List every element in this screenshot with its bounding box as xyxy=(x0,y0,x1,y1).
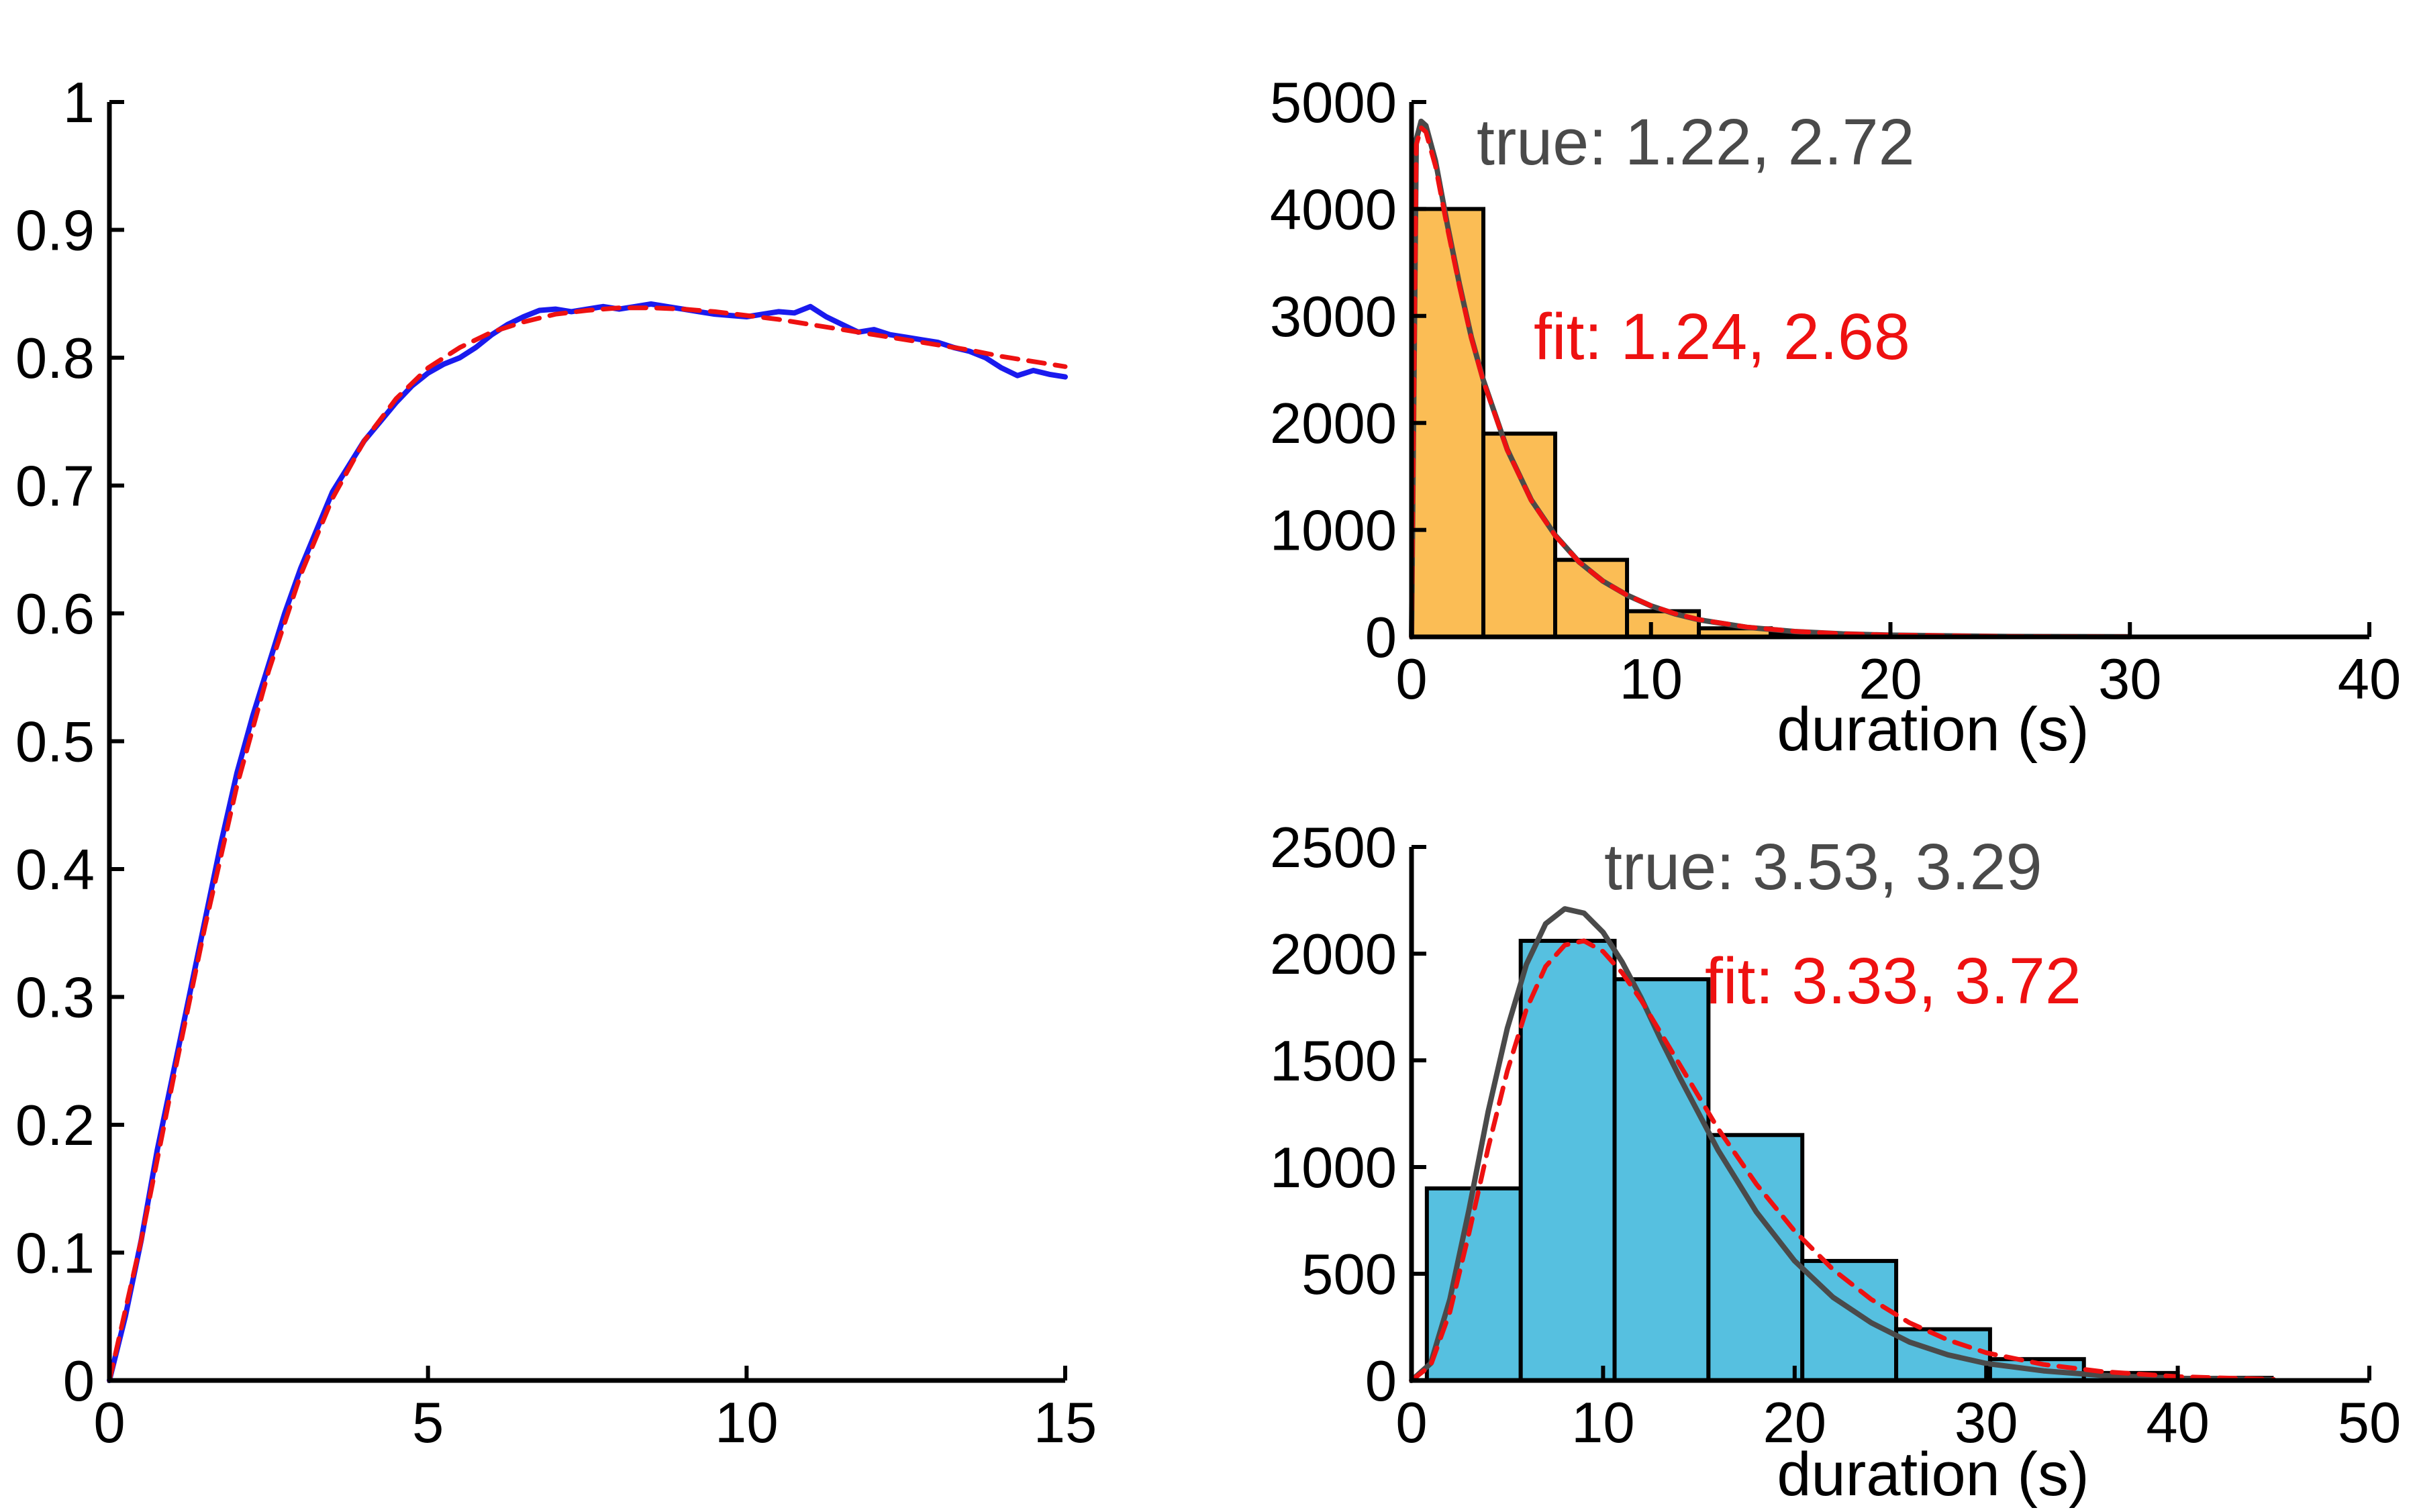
top-right-y-tick-label-5: 5000 xyxy=(1270,71,1397,135)
top-right-x-tick-label-0: 0 xyxy=(1395,648,1427,711)
left-y-tick-label-1: 0.1 xyxy=(15,1222,95,1286)
bottom-right-x-ticks: 0 10 20 30 40 50 xyxy=(1395,1366,2401,1455)
top-right-x-ticks: 0 10 20 30 40 xyxy=(1395,622,2401,711)
left-y-tick-label-10: 1 xyxy=(63,71,95,135)
bottom-right-bar-3 xyxy=(1706,1133,1805,1383)
left-y-ticks: 0 0.1 0.2 0.3 0.4 0.5 0.6 0.7 0.8 0.9 1 xyxy=(15,71,124,1413)
bottom-right-x-tick-label-1: 10 xyxy=(1571,1391,1635,1455)
left-y-tick-label-2: 0.2 xyxy=(15,1094,95,1158)
left-x-tick-label-1: 5 xyxy=(412,1391,444,1455)
left-y-tick-label-5: 0.5 xyxy=(15,711,95,774)
top-right-fit-annotation: fit: 1.24, 2.68 xyxy=(1534,300,1910,373)
top-right-x-tick-label-4: 40 xyxy=(2338,648,2402,711)
top-right-true-annotation: true: 1.22, 2.72 xyxy=(1477,105,1915,179)
left-x-tick-label-3: 15 xyxy=(1034,1391,1097,1455)
top-right-y-tick-label-2: 2000 xyxy=(1270,392,1397,456)
left-y-tick-label-7: 0.7 xyxy=(15,455,95,519)
left-x-tick-label-2: 10 xyxy=(715,1391,779,1455)
left-x-tick-label-0: 0 xyxy=(93,1391,125,1455)
top-right-x-tick-label-1: 10 xyxy=(1619,648,1683,711)
bottom-right-curve-1-dashed xyxy=(1409,938,2276,1383)
bottom-right-y-ticks: 0 500 1000 1500 2000 2500 xyxy=(1270,816,1426,1413)
left-y-tick-label-9: 0.9 xyxy=(15,199,95,263)
bottom-right-series-group xyxy=(1409,906,2277,1383)
top-right-y-tick-label-3: 3000 xyxy=(1270,285,1397,349)
bottom-right-y-tick-label-4: 2000 xyxy=(1270,923,1397,987)
bottom-right-curve-0-solid xyxy=(1409,906,2277,1383)
bottom-right-x-tick-label-2: 20 xyxy=(1763,1391,1827,1455)
bottom-right-x-tick-label-4: 40 xyxy=(2146,1391,2210,1455)
bottom-right-y-tick-label-5: 2500 xyxy=(1270,816,1397,880)
top-right-y-tick-label-4: 4000 xyxy=(1270,178,1397,242)
left-series-0-solid xyxy=(107,301,1068,1383)
left-x-ticks: 0 5 10 15 xyxy=(93,1366,1097,1455)
bottom-right-bar-1 xyxy=(1518,938,1617,1383)
bottom-right-y-tick-label-2: 1000 xyxy=(1270,1136,1397,1200)
bottom-right-x-tick-label-0: 0 xyxy=(1395,1391,1427,1455)
top-right-x-tick-label-3: 30 xyxy=(2098,648,2162,711)
top-right-series-group xyxy=(1409,118,2133,640)
left-series-group xyxy=(107,301,1068,1383)
left-y-tick-label-3: 0.3 xyxy=(15,966,95,1030)
left-series-1-dashed xyxy=(107,305,1068,1383)
bottom-right-x-tick-label-3: 30 xyxy=(1955,1391,2018,1455)
top-right-x-tick-label-2: 20 xyxy=(1859,648,1922,711)
top-right-y-tick-label-1: 1000 xyxy=(1270,499,1397,563)
top-right-y-ticks: 0 1000 2000 3000 4000 5000 xyxy=(1270,71,1426,670)
bottom-right-true-annotation: true: 3.53, 3.29 xyxy=(1604,830,2042,903)
top-right-panel: 0 10 20 30 40 0 1000 2000 3000 4000 5000 duration… xyxy=(1270,71,2401,764)
bottom-right-x-tick-label-5: 50 xyxy=(2338,1391,2402,1455)
left-y-tick-label-8: 0.8 xyxy=(15,327,95,391)
bottom-right-xlabel: duration (s) xyxy=(1777,1440,2089,1509)
left-y-tick-label-0: 0 xyxy=(63,1350,95,1413)
top-right-y-tick-label-0: 0 xyxy=(1365,606,1397,670)
bottom-right-panel: 0 10 20 30 40 50 0 500 1000 1500 2000 2500 duratio… xyxy=(1270,816,2401,1509)
left-y-tick-label-6: 0.6 xyxy=(15,583,95,646)
top-right-curve-1-dashed xyxy=(1409,125,2132,640)
bottom-right-bars xyxy=(1424,938,2274,1383)
left-y-tick-label-4: 0.4 xyxy=(15,838,95,902)
top-right-xlabel: duration (s) xyxy=(1777,695,2089,764)
top-right-bar-1 xyxy=(1481,432,1558,639)
bottom-right-y-tick-label-0: 0 xyxy=(1365,1350,1397,1413)
bottom-right-fit-annotation: fit: 3.33, 3.72 xyxy=(1705,944,2081,1017)
bottom-right-y-tick-label-1: 500 xyxy=(1301,1243,1397,1307)
bottom-right-y-tick-label-3: 1500 xyxy=(1270,1029,1397,1093)
left-panel: 0 5 10 15 0 0.1 0.2 0.3 0.4 0.5 0.6 0.7 0.8 0.9 1 xyxy=(15,71,1097,1455)
